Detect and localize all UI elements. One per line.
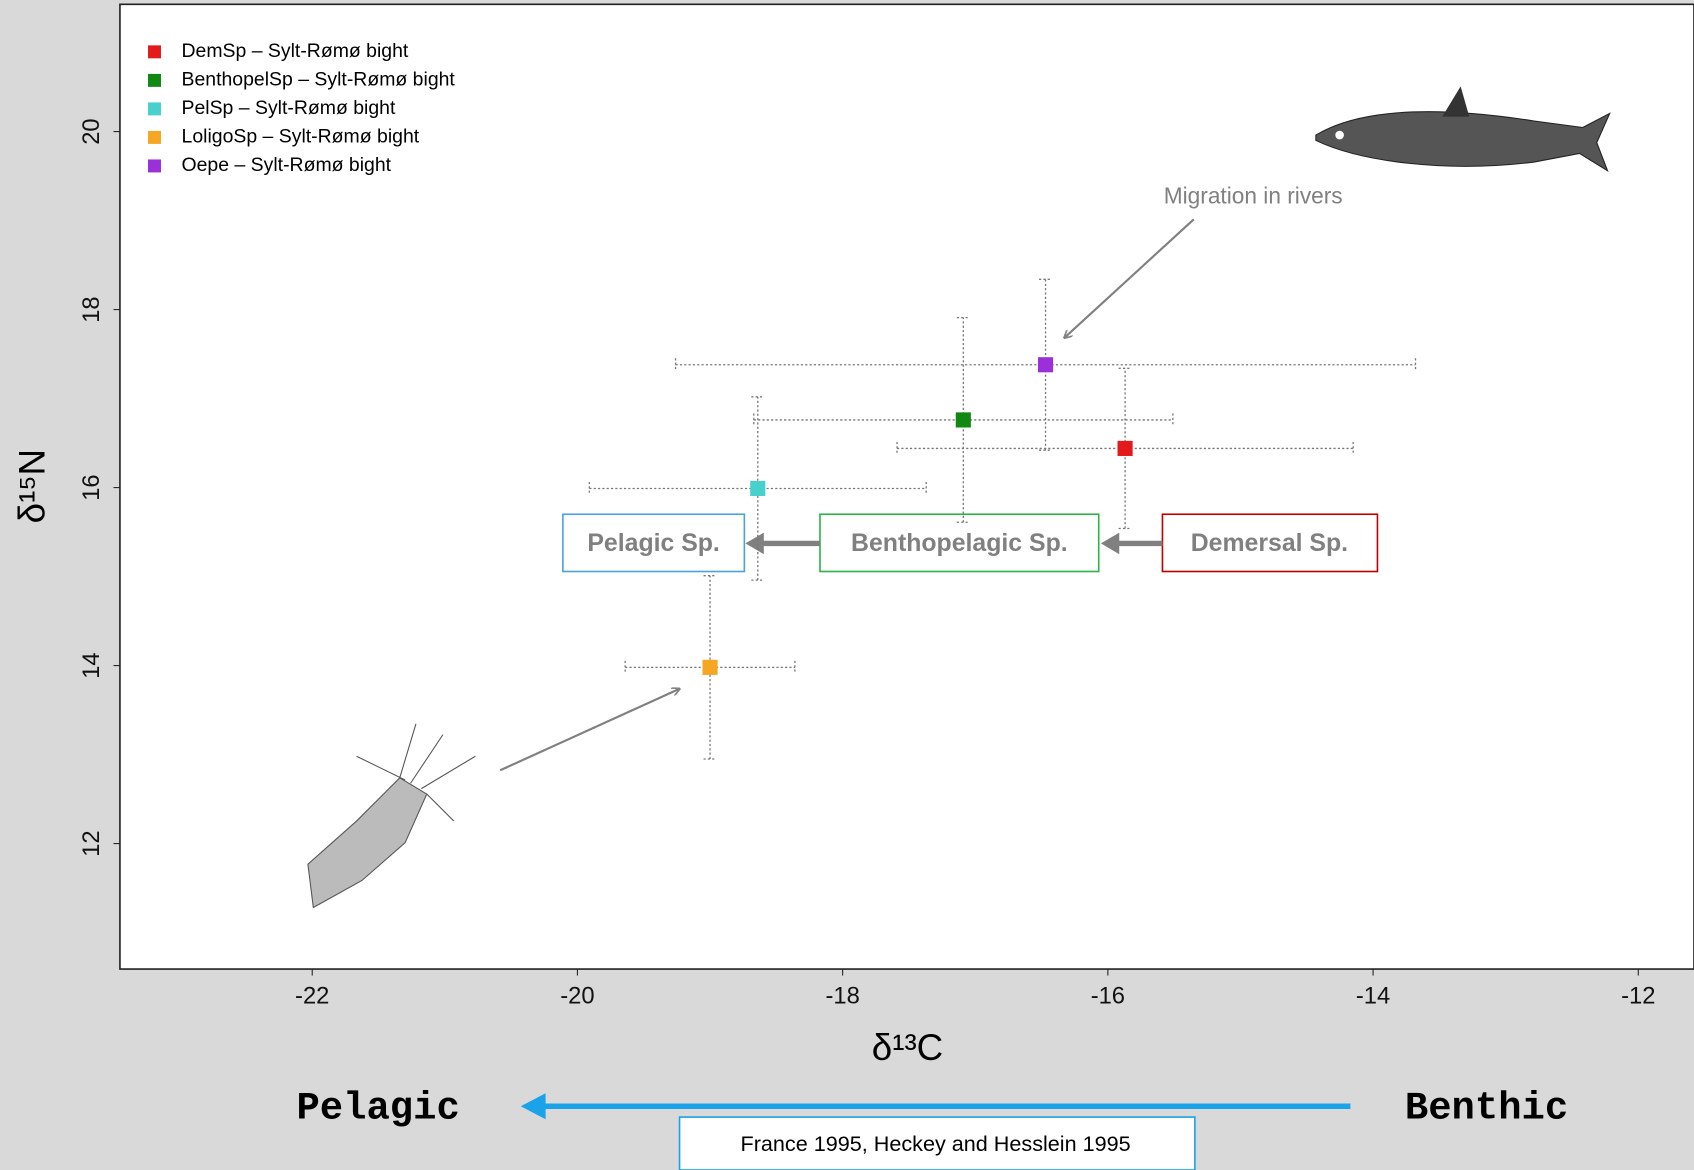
legend-entry: BenthopelSp – Sylt-Rømø bight <box>182 69 456 91</box>
x-tick-label: -22 <box>295 982 329 1009</box>
legend-entry: Oepe – Sylt-Rømø bight <box>182 154 392 176</box>
legend-swatch <box>148 102 161 115</box>
legend-swatch <box>148 131 161 144</box>
legend-swatch <box>148 159 161 172</box>
point <box>750 481 765 496</box>
legend-swatch <box>148 45 161 58</box>
x-tick-label: -14 <box>1356 982 1390 1009</box>
y-tick-label: 16 <box>78 474 105 500</box>
arrow-head <box>521 1093 546 1119</box>
annotation: Pelagic <box>296 1087 459 1131</box>
annotation: Demersal Sp. <box>1191 530 1348 557</box>
legend-entry: PelSp – Sylt-Rømø bight <box>182 97 396 119</box>
legend-entry: LoligoSp – Sylt-Rømø bight <box>182 126 420 148</box>
x-tick-label: -16 <box>1091 982 1125 1009</box>
reference: France 1995, Heckey and Hesslein 1995 <box>741 1131 1131 1156</box>
x-axis-label: δ¹³C <box>872 1027 943 1068</box>
y-tick-label: 18 <box>78 296 105 322</box>
x-tick-label: -20 <box>560 982 594 1009</box>
x-tick-label: -12 <box>1621 982 1655 1009</box>
legend-entry: DemSp – Sylt-Rømø bight <box>182 40 409 62</box>
legend-swatch <box>148 74 161 87</box>
y-tick-label: 20 <box>78 118 105 144</box>
chart: Migration in rivers Pelagic Sp. Benthope… <box>0 0 1694 1170</box>
y-axis-label: δ¹⁵N <box>11 449 52 523</box>
annotation: Pelagic Sp. <box>587 530 719 557</box>
point <box>1118 441 1133 456</box>
point <box>956 412 971 427</box>
annotation: Benthic <box>1405 1087 1568 1131</box>
point <box>702 660 717 675</box>
y-tick-label: 14 <box>78 652 105 678</box>
y-tick-label: 12 <box>78 830 105 856</box>
annotation: Benthopelagic Sp. <box>851 530 1068 557</box>
point <box>1038 357 1053 372</box>
x-tick-label: -18 <box>825 982 859 1009</box>
annotation: Migration in rivers <box>1164 183 1343 209</box>
